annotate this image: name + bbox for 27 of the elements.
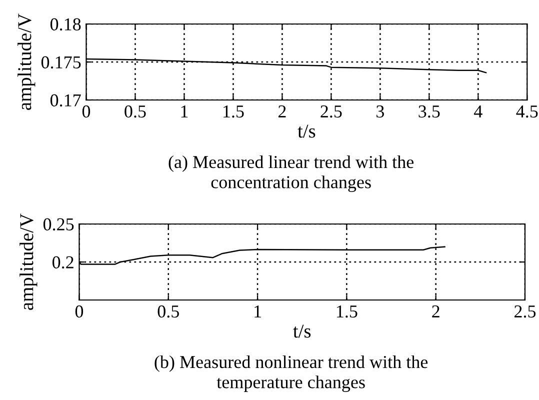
x-tick-label: 2.5 (320, 105, 342, 118)
y-tick-label: 0.18 (50, 18, 81, 31)
x-tick-label: 1.5 (336, 305, 358, 318)
x-tick-label: 0 (82, 105, 90, 118)
y-tick-label: 0.17 (50, 94, 81, 107)
x-tick-label: 3.5 (418, 105, 440, 118)
x-tick-label: 1.5 (224, 105, 244, 118)
x-tick-label: 0.5 (158, 305, 179, 318)
x-tick-label: 3 (376, 105, 384, 118)
text: (b) Measured nonlinear trend with the temperature changes (154, 355, 428, 392)
x-tick-label: 1 (254, 305, 261, 318)
y-tick-label: 0.2 (52, 256, 74, 269)
y-axis-title: amplitude/V (20, 214, 38, 310)
text: (a) Measured linear trend with the concentration changes (168, 155, 414, 192)
x-tick-label: 4.5 (516, 106, 538, 118)
x-tick-label: 2.5 (514, 305, 536, 318)
x-tick-label: 0 (75, 305, 84, 318)
y-tick-label: 0.25 (43, 218, 74, 231)
x-tick-label: 0.5 (124, 105, 146, 118)
x-axis-title: t/s (298, 124, 316, 138)
x-tick-label: 2 (432, 305, 440, 318)
x-axis-title: t/s (293, 324, 311, 338)
y-tick-label: 0.175 (41, 56, 81, 69)
x-tick-label: 2 (278, 105, 286, 118)
x-tick-label: 4 (474, 106, 482, 118)
x-tick-label: 1 (181, 105, 188, 118)
y-axis-title: amplitude/V (18, 14, 36, 110)
